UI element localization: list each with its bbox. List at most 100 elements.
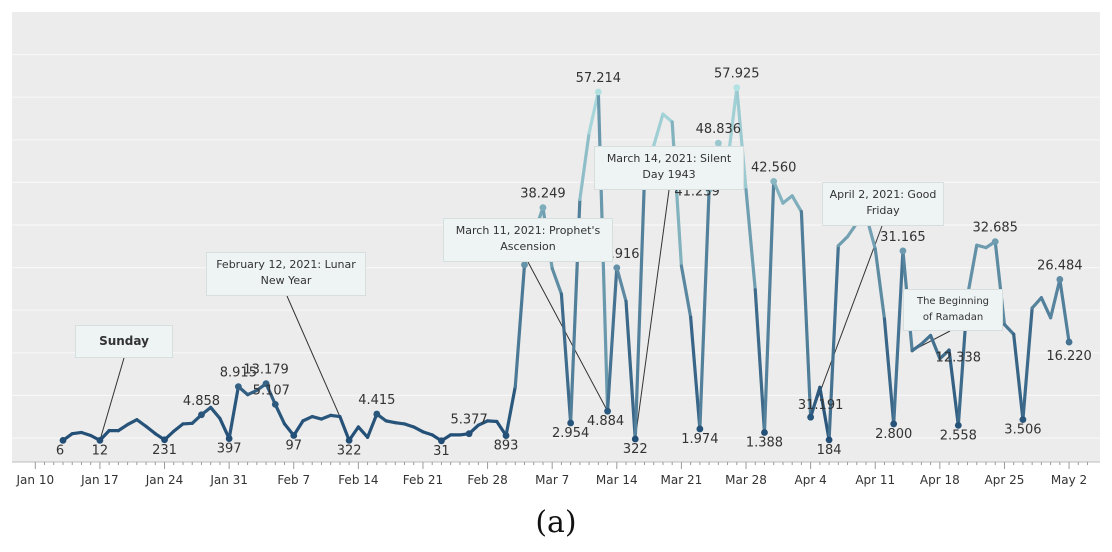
data-point <box>991 238 999 246</box>
series-segment <box>550 266 564 296</box>
x-tick-label: Apr 25 <box>985 473 1025 487</box>
series-segment <box>356 425 370 439</box>
x-tick-label: Jan 24 <box>145 473 184 487</box>
series-segment <box>753 288 767 435</box>
callout-sunday: Sunday <box>75 325 173 358</box>
data-label: 31 <box>433 444 450 459</box>
x-tick-label: Apr 18 <box>920 473 960 487</box>
data-label: 1.974 <box>681 432 718 447</box>
x-tick-label: Apr 11 <box>855 473 895 487</box>
callout-lunar-new-year: February 12, 2021: Lunar New Year <box>206 252 366 296</box>
data-label: 2.954 <box>552 426 589 441</box>
x-tick-label: Apr 4 <box>795 473 827 487</box>
data-point <box>594 88 602 96</box>
data-point <box>1019 416 1027 424</box>
data-label: 31.165 <box>880 230 926 245</box>
x-tick-label: Feb 21 <box>403 473 443 487</box>
data-label: 4.884 <box>587 414 624 429</box>
data-label: 32.685 <box>972 221 1018 236</box>
callout-silent-day: March 14, 2021: Silent Day 1943 <box>594 146 744 190</box>
data-point <box>807 413 815 421</box>
data-point <box>604 407 611 415</box>
series-segment <box>1030 296 1043 310</box>
series-segment <box>633 176 647 441</box>
series-segment <box>1012 332 1025 422</box>
data-point <box>899 247 907 255</box>
series-segment <box>79 430 93 438</box>
data-point <box>373 410 381 418</box>
series-segment <box>1049 277 1062 320</box>
data-label: 31.191 <box>798 398 844 413</box>
data-label: 16.220 <box>1046 349 1092 364</box>
series-segment <box>661 112 674 124</box>
data-point <box>1056 276 1064 283</box>
series-segment <box>1058 277 1071 344</box>
data-point <box>271 401 279 408</box>
series-segment <box>790 194 804 214</box>
callout-silent-line2: Day 1943 <box>642 168 696 181</box>
data-label: 48.836 <box>696 122 742 137</box>
callout-sunday-text: Sunday <box>99 334 149 348</box>
data-point <box>631 435 639 443</box>
data-label: 4.858 <box>183 394 220 409</box>
data-point <box>465 430 473 438</box>
series-segment <box>1021 306 1034 422</box>
data-point <box>234 383 242 391</box>
series-segment <box>873 247 887 321</box>
series-segment <box>827 244 840 442</box>
data-point <box>161 436 168 444</box>
x-axis: Jan 10 Jan 17 Jan 24 Jan 31 Feb 7 Feb 14 Feb 2… <box>12 461 1100 487</box>
data-label: 322 <box>337 443 362 458</box>
annotation-leader <box>810 225 883 418</box>
data-label: 57.214 <box>576 71 622 86</box>
series-segment <box>144 424 157 436</box>
callout-prophet-line2: Ascension <box>500 240 556 253</box>
series-segment <box>605 266 619 413</box>
series-segment <box>116 422 130 433</box>
series-segment <box>172 422 185 433</box>
series-segment <box>919 333 933 346</box>
x-tick-label: Jan 31 <box>209 473 248 487</box>
series-segment <box>818 385 831 442</box>
series-segment <box>273 402 287 426</box>
data-point <box>96 436 104 444</box>
series-segment <box>929 333 942 361</box>
x-tick-label: Mar 14 <box>596 473 638 487</box>
data-label: 231 <box>152 443 177 458</box>
series-segment <box>402 422 416 429</box>
series-segment <box>735 86 748 192</box>
data-point <box>761 429 768 436</box>
callout-ramadan: The Beginning of Ramadan <box>903 289 1003 331</box>
series-segment <box>836 235 850 248</box>
data-label: 397 <box>217 442 242 457</box>
series-segment <box>365 412 379 439</box>
data-label: 2.558 <box>940 428 977 443</box>
series-segment <box>264 382 277 406</box>
data-point <box>345 436 353 444</box>
series-segment <box>744 188 757 292</box>
data-point <box>733 84 741 92</box>
series-segment <box>1039 296 1053 320</box>
data-label: 2.800 <box>875 427 912 442</box>
series-segment <box>559 292 573 425</box>
series-segment <box>476 419 490 427</box>
data-point <box>567 419 575 427</box>
series-segment <box>227 385 240 441</box>
series-segment <box>421 430 434 437</box>
data-point <box>890 420 898 428</box>
callout-prophets-ascension: March 11, 2021: Prophet's Ascension <box>443 218 613 262</box>
callout-lunar-line2: New Year <box>260 274 312 287</box>
callout-ramadan-line2: of Ramadan <box>922 312 984 323</box>
series-segment <box>209 405 222 421</box>
figure-caption: (a) <box>535 505 577 540</box>
data-point <box>696 425 704 433</box>
callout-friday-line1: April 2, 2021: Good <box>829 188 937 201</box>
series-segment <box>938 348 951 361</box>
series-segment <box>809 385 822 419</box>
data-label: 322 <box>623 442 648 457</box>
data-label: 97 <box>285 439 302 454</box>
data-point <box>59 436 67 444</box>
series-segment <box>587 90 600 135</box>
data-label: 1.388 <box>746 436 783 451</box>
callout-prophet-line1: March 11, 2021: Prophet's <box>455 224 601 237</box>
